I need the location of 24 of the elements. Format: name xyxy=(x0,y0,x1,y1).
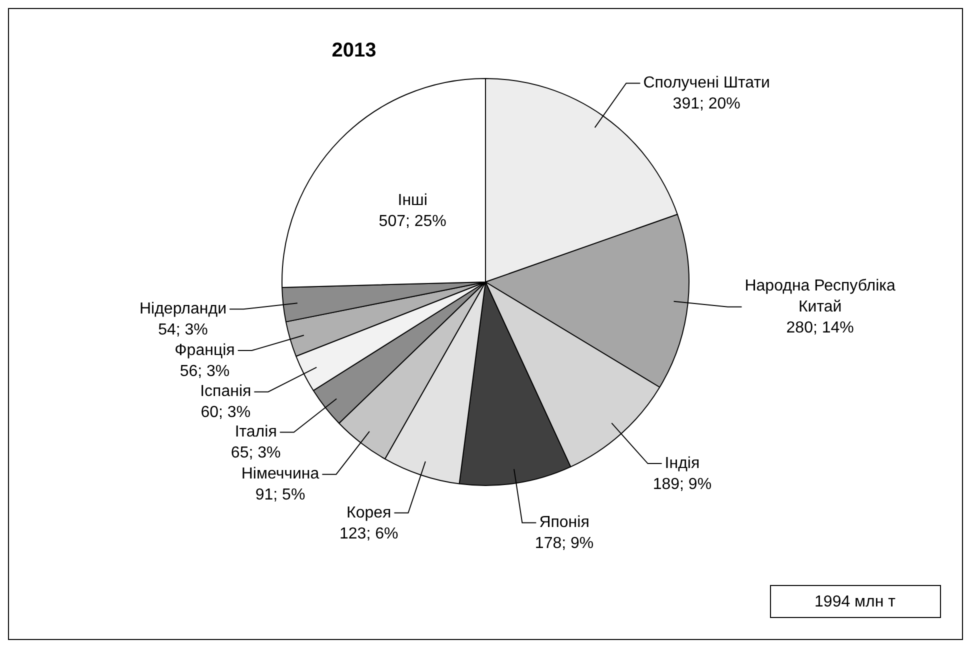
data-label: 91; 5% xyxy=(255,486,306,504)
slice-label: Інші xyxy=(398,192,428,209)
data-label: 54; 3% xyxy=(158,322,208,339)
data-label: 280; 14% xyxy=(786,319,854,336)
slice-label: Нідерланди xyxy=(139,300,227,318)
slice-label: Німеччина xyxy=(241,466,320,483)
slice-label: Японія xyxy=(539,514,590,532)
slice-label: Іспанія xyxy=(200,383,252,400)
data-label: 60; 3% xyxy=(200,404,251,422)
slice-label: Італія xyxy=(234,424,277,441)
slice-label: Франція xyxy=(174,342,235,359)
text: 1994 млн т xyxy=(814,593,896,610)
data-label: 507; 25% xyxy=(378,212,446,230)
slice-label: Корея xyxy=(346,504,392,522)
slice-label: Народна Республіка Китай xyxy=(744,277,896,316)
data-label: 123; 6% xyxy=(340,525,398,542)
slice-label: Сполучені Штати xyxy=(643,74,770,92)
chart-title: 2013 xyxy=(332,40,376,62)
data-label: 189; 9% xyxy=(652,476,712,493)
data-label: 178; 9% xyxy=(534,535,594,552)
data-label: 391; 20% xyxy=(672,96,740,113)
data-label: 65; 3% xyxy=(230,444,281,462)
data-label: 56; 3% xyxy=(180,362,230,380)
slice-label: Індія xyxy=(664,454,700,472)
